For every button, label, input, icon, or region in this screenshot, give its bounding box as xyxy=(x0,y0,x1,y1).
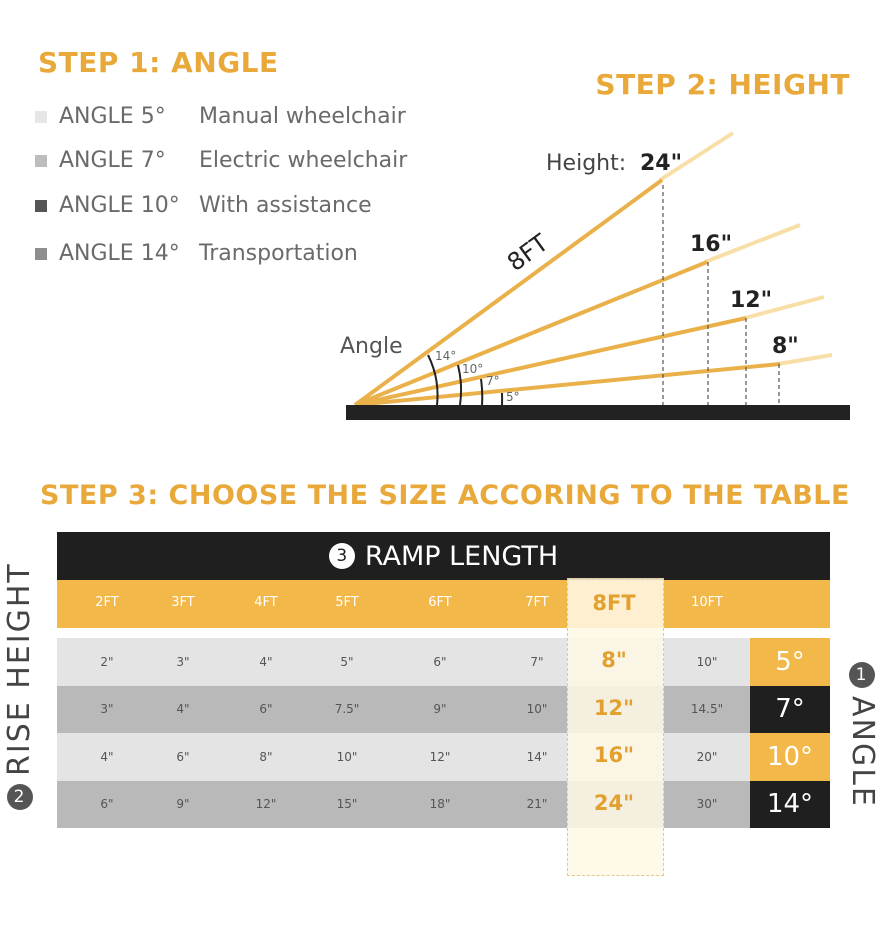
table-cell: 6" xyxy=(433,655,446,669)
table-cell: 3" xyxy=(176,655,189,669)
height-label: Height: xyxy=(546,151,626,176)
column-header-4ft: 4FT xyxy=(254,595,277,610)
highlight-cell: 8" xyxy=(601,648,627,672)
table-cell: 4" xyxy=(100,750,113,764)
table-cell: 8" xyxy=(259,750,272,764)
length-columns-row: 2FT 3FT 4FT 5FT 6FT 7FT 8FT 10FT xyxy=(57,580,830,628)
table-cell: 12" xyxy=(256,797,277,811)
table-cell: 7" xyxy=(530,655,543,669)
table-cell: 10" xyxy=(697,655,718,669)
column-header-2ft: 2FT xyxy=(95,595,118,610)
table-cell: 4" xyxy=(259,655,272,669)
angle-cell: 10° xyxy=(750,733,830,781)
highlight-column-8ft xyxy=(567,578,664,876)
column-header-6ft: 6FT xyxy=(428,595,451,610)
table-cell: 30" xyxy=(697,797,718,811)
table-cell: 6" xyxy=(259,702,272,716)
ramp-line-10deg xyxy=(355,262,707,405)
angle-10-label: 10° xyxy=(462,362,483,376)
table-cell: 14" xyxy=(527,750,548,764)
ramp-length-label: 8FT xyxy=(502,229,554,277)
table-cell: 10" xyxy=(337,750,358,764)
table-cell: 12" xyxy=(430,750,451,764)
ramp-angle-diagram: Height: 24" 16" 12" 8" 8FT Angle 14° 10°… xyxy=(0,0,890,460)
column-header-10ft: 10FT xyxy=(691,595,723,610)
highlight-cell: 24" xyxy=(594,791,634,815)
angle-cell: 7° xyxy=(750,686,830,734)
column-header-7ft: 7FT xyxy=(525,595,548,610)
ramp-length-header: 3 RAMP LENGTH xyxy=(57,532,830,580)
table-cell: 20" xyxy=(697,750,718,764)
angle-7-label: 7° xyxy=(486,374,500,388)
angle-axis-label: ANGLE xyxy=(845,696,880,808)
step-2-badge: 2 xyxy=(7,784,33,810)
highlight-cell: 16" xyxy=(594,743,634,767)
angle-arc-7 xyxy=(481,379,482,405)
ground-base xyxy=(346,405,850,420)
table-cell: 2" xyxy=(100,655,113,669)
angle-5-label: 5° xyxy=(506,390,520,404)
table-cell: 18" xyxy=(430,797,451,811)
table-cell: 10" xyxy=(527,702,548,716)
angle-label: Angle xyxy=(340,334,403,359)
step-1-badge: 1 xyxy=(850,662,876,688)
column-header-8ft: 8FT xyxy=(592,591,635,615)
table-cell: 4" xyxy=(176,702,189,716)
height-24: 24" xyxy=(640,151,682,176)
column-header-3ft: 3FT xyxy=(171,595,194,610)
height-16: 16" xyxy=(690,232,732,257)
step-3-badge: 3 xyxy=(329,543,355,569)
angle-arc-10 xyxy=(458,365,461,405)
table-cell: 3" xyxy=(100,702,113,716)
angle-axis: 1 ANGLE xyxy=(845,662,880,808)
step3-title: STEP 3: CHOOSE THE SIZE ACCORING TO THE … xyxy=(0,480,890,511)
highlight-cell: 12" xyxy=(594,696,634,720)
table-cell: 6" xyxy=(100,797,113,811)
table-cell: 6" xyxy=(176,750,189,764)
table-cell: 7.5" xyxy=(335,702,360,716)
rise-height-axis: 2 RISE HEIGHT xyxy=(2,562,37,810)
angle-cell: 5° xyxy=(750,638,830,686)
table-cell: 5" xyxy=(340,655,353,669)
rise-height-label: RISE HEIGHT xyxy=(2,562,37,776)
column-header-5ft: 5FT xyxy=(335,595,358,610)
height-12: 12" xyxy=(730,288,772,313)
ramp-length-title: RAMP LENGTH xyxy=(365,541,558,572)
table-cell: 21" xyxy=(527,797,548,811)
table-cell: 15" xyxy=(337,797,358,811)
table-cell: 9" xyxy=(176,797,189,811)
angle-14-label: 14° xyxy=(435,349,456,363)
ramp-line-5deg xyxy=(355,364,780,405)
angle-cell: 14° xyxy=(750,781,830,829)
table-cell: 14.5" xyxy=(691,702,723,716)
height-8: 8" xyxy=(772,334,799,359)
table-cell: 9" xyxy=(433,702,446,716)
